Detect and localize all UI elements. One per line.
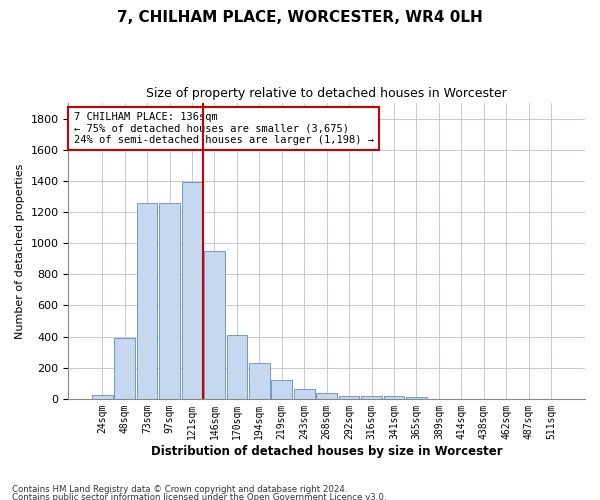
Bar — [384, 396, 404, 399]
Text: Contains public sector information licensed under the Open Government Licence v3: Contains public sector information licen… — [12, 492, 386, 500]
X-axis label: Distribution of detached houses by size in Worcester: Distribution of detached houses by size … — [151, 444, 503, 458]
Bar — [137, 202, 157, 399]
Bar — [339, 396, 359, 399]
Bar — [249, 363, 269, 399]
Bar — [227, 335, 247, 399]
Text: 7, CHILHAM PLACE, WORCESTER, WR4 0LH: 7, CHILHAM PLACE, WORCESTER, WR4 0LH — [117, 10, 483, 25]
Title: Size of property relative to detached houses in Worcester: Size of property relative to detached ho… — [146, 88, 507, 101]
Bar — [316, 392, 337, 399]
Text: 7 CHILHAM PLACE: 136sqm
← 75% of detached houses are smaller (3,675)
24% of semi: 7 CHILHAM PLACE: 136sqm ← 75% of detache… — [74, 112, 374, 145]
Bar — [159, 202, 180, 399]
Text: Contains HM Land Registry data © Crown copyright and database right 2024.: Contains HM Land Registry data © Crown c… — [12, 486, 347, 494]
Bar — [406, 398, 427, 399]
Bar — [115, 338, 135, 399]
Bar — [294, 388, 314, 399]
Bar — [92, 395, 113, 399]
Y-axis label: Number of detached properties: Number of detached properties — [15, 164, 25, 338]
Bar — [271, 380, 292, 399]
Bar — [361, 396, 382, 399]
Bar — [182, 182, 202, 399]
Bar — [204, 251, 225, 399]
